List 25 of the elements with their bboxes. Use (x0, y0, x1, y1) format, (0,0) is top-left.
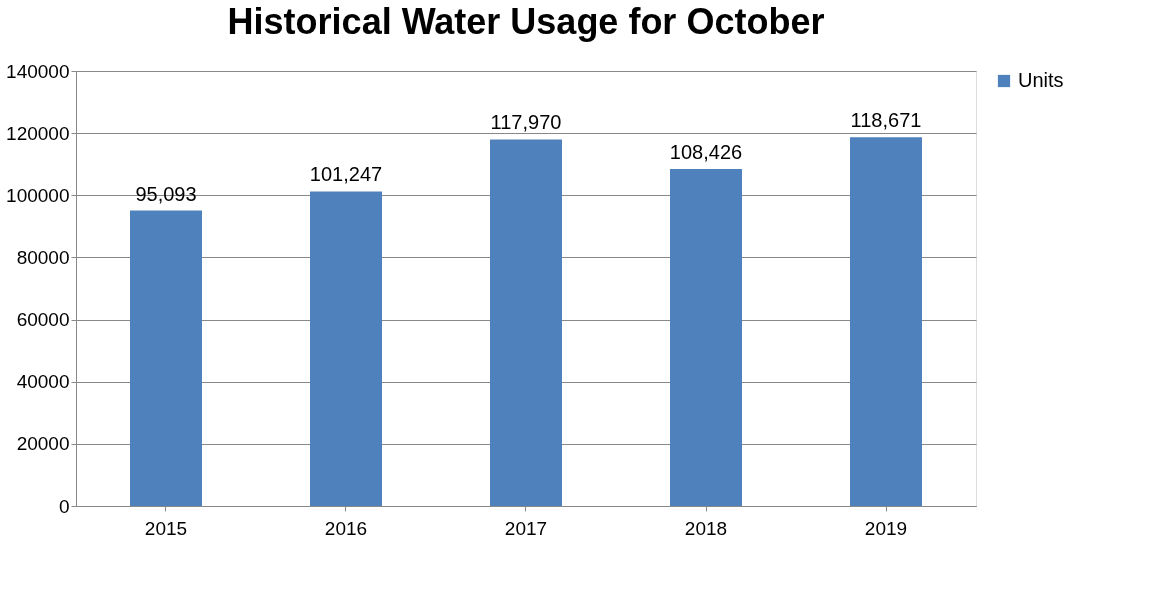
y-tick-label: 80000 (16, 246, 70, 268)
y-tick-label: 20000 (16, 433, 70, 455)
x-tick-label: 2018 (684, 517, 728, 539)
y-tick-label: 120000 (6, 122, 70, 144)
x-tick-label: 2016 (324, 517, 368, 539)
x-tick-label: 2015 (144, 517, 188, 539)
bar (310, 191, 382, 506)
y-tick-label: 0 (58, 495, 70, 517)
data-label: 95,093 (135, 182, 197, 205)
bar (490, 139, 562, 506)
data-label: 118,671 (850, 109, 922, 132)
data-label: 117,970 (490, 111, 562, 134)
data-label: 101,247 (309, 163, 383, 186)
y-tick-label: 60000 (16, 309, 70, 331)
y-tick-label: 140000 (6, 60, 70, 82)
bar (850, 137, 922, 506)
x-tick-label: 2017 (504, 517, 548, 539)
y-tick-label: 40000 (16, 371, 70, 393)
legend-label: Units (1018, 69, 1064, 91)
y-tick-label: 100000 (6, 184, 70, 206)
x-tick-label: 2019 (864, 517, 908, 539)
data-label: 108,426 (669, 141, 743, 164)
bar (670, 169, 742, 506)
bar (130, 210, 202, 506)
chart-title: Historical Water Usage for October (227, 1, 825, 42)
